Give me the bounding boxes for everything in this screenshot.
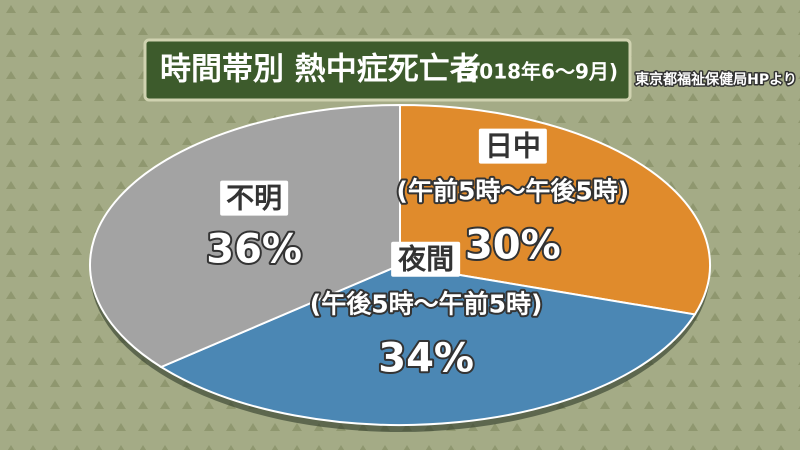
category-label: 夜間 [397,243,454,276]
category-note: (午前5時～午後5時) [397,177,630,206]
category-note: (午後5時～午前5時) [310,290,543,319]
pie-slice [399,103,711,316]
category-box [478,128,547,164]
value-label: 36% [206,227,302,273]
chart-subtitle: (2018年6～9月) [456,60,618,84]
value-label: 34% [378,336,474,382]
category-box [391,241,461,277]
title-box [143,38,632,102]
value-label: 30% [465,223,561,269]
category-label: 日中 [485,130,541,163]
pie-slice [89,103,401,369]
category-label: 不明 [226,182,282,215]
category-box [220,180,289,216]
source: 東京都福祉保健局HPより [635,71,797,88]
pie-slice [158,263,697,426]
chart-title: 時間帯別 熱中症死亡者 [160,52,481,88]
